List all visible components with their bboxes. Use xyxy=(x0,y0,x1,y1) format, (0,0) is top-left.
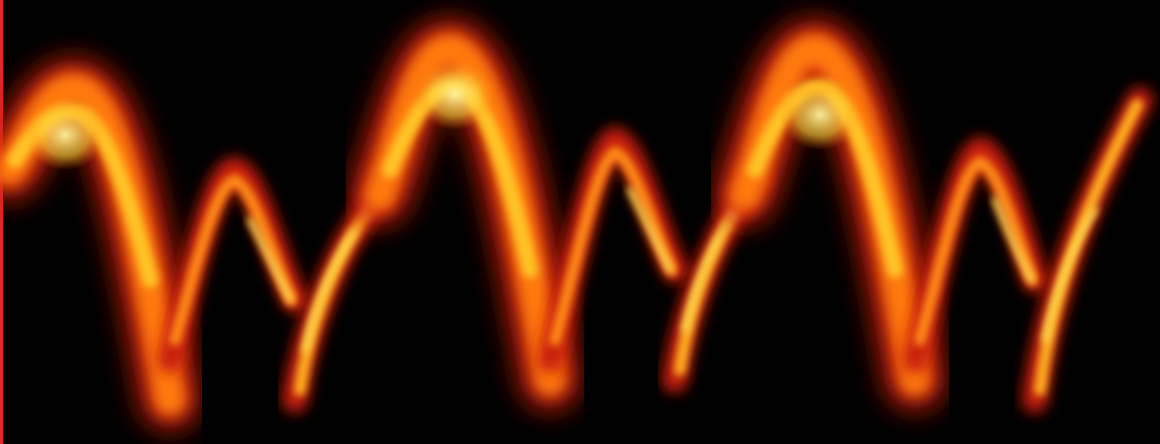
wave-period-2 xyxy=(350,19,773,410)
wave-period-1 xyxy=(0,59,393,430)
wave-period-3 xyxy=(715,19,1153,413)
left-border-line xyxy=(0,0,3,444)
